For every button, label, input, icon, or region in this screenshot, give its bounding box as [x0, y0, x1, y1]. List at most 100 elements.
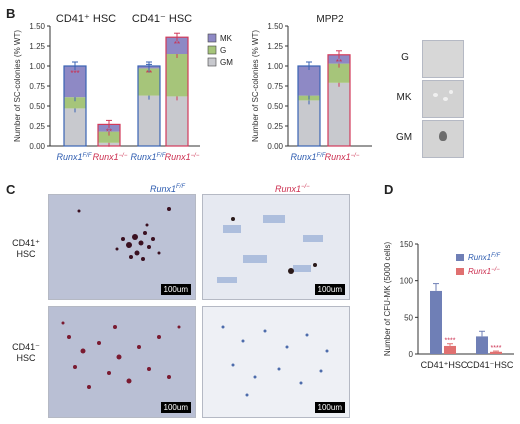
col-title-ff: Runx1F/F: [150, 184, 186, 194]
d-significance: ****: [445, 338, 456, 345]
b-right-y-tick-label: 0.25: [267, 122, 283, 131]
b-left-x-label-ko: Runx1−/−: [165, 152, 200, 162]
micrograph-label-mk: MK: [396, 92, 412, 103]
b-right-title: MPP2: [316, 14, 344, 25]
b-right-significance: **: [336, 58, 342, 67]
d-legend-swatch: [456, 254, 464, 261]
chart-d: 0 50 100 150 Number of CFU-MK (5000 cells) **…: [383, 240, 514, 370]
b-left-bar-g: [138, 68, 160, 96]
d-significance: ****: [491, 345, 502, 352]
legend-swatch-mk: [207, 33, 217, 43]
b-left-bar-outline: [63, 65, 87, 147]
legend-swatch-gm: [207, 57, 217, 67]
b-left-significance: **: [106, 127, 112, 136]
b-right-y-tick-label: 0.00: [267, 142, 283, 151]
scale-bar: 100um: [160, 402, 191, 413]
b-left-y-label: Number of SC-colonies (% WT): [13, 30, 22, 142]
row-label-cd41-pos: CD41⁺ HSC: [12, 238, 40, 259]
micrograph-c-ko-cd41neg: 100um: [202, 306, 350, 418]
b-right-x-label-ko: Runx1−/−: [325, 152, 360, 162]
b-left-significance: **: [174, 40, 180, 49]
row-label-cd41-neg: CD41⁻ HSC: [12, 342, 40, 363]
b-right-y-tick-label: 1.50: [267, 22, 283, 31]
b-left-bar-g: [98, 131, 120, 143]
panel-label-c: C: [6, 182, 16, 197]
b-left-bar-gm: [166, 96, 188, 146]
b-right-bar-gm: [298, 100, 320, 146]
panel-label-d: D: [384, 182, 394, 197]
d-bar-ff: [476, 336, 488, 354]
legend-label-gm: GM: [220, 58, 233, 67]
b-right-bar-outline: [327, 54, 351, 147]
scale-bar: 100um: [160, 284, 191, 295]
gm-colony: [439, 131, 447, 141]
d-legend-label: Runx1−/−: [468, 267, 500, 276]
b-left-significance: ***: [70, 69, 79, 78]
group-title-cd41-neg: CD41⁻ HSC: [132, 13, 192, 25]
group-title-cd41-pos: CD41⁺ HSC: [56, 13, 116, 25]
b-left-bar-g: [64, 97, 86, 109]
b-right-bar-mk: [328, 54, 350, 64]
d-y-tick-label: 100: [400, 277, 414, 286]
d-bar-ko: [490, 351, 502, 354]
micrograph-c-ko-cd41pos: 100um: [202, 194, 350, 300]
d-y-tick-label: 150: [400, 240, 414, 249]
b-left-significance: **: [146, 69, 152, 78]
micrograph-c-ff-cd41neg: 100um: [48, 306, 196, 418]
legend-label-mk: MK: [220, 34, 233, 43]
b-right-x-label-ff: Runx1F/F: [290, 152, 325, 162]
micrograph-label-gm: GM: [395, 132, 413, 143]
d-x-label: CD41⁻HSC: [467, 360, 514, 370]
scale-bar: 100um: [314, 284, 345, 295]
b-right-y-tick-label: 1.25: [267, 42, 283, 51]
mk-cell: [443, 97, 448, 101]
legend-label-g: G: [220, 46, 226, 55]
panel-label-b: B: [6, 6, 16, 21]
b-left-bar-gm: [64, 108, 86, 146]
b-left-x-label-ff: Runx1F/F: [56, 152, 91, 162]
b-left-x-label-ff: Runx1F/F: [130, 152, 165, 162]
b-left-y-tick-label: 0.50: [29, 102, 45, 111]
micrograph-c-ff-cd41pos: 100um: [48, 194, 196, 300]
b-left-y-tick-label: 0.75: [29, 82, 45, 91]
b-left-bar-outline: [165, 36, 189, 147]
b-left-y-tick-label: 1.25: [29, 42, 45, 51]
mk-cell: [433, 93, 438, 97]
micrograph-label-g: G: [401, 52, 409, 63]
stain-dots: [61, 321, 181, 389]
d-y-tick-label: 50: [404, 313, 413, 322]
b-left-x-label-ko: Runx1−/−: [93, 152, 128, 162]
d-x-label: CD41⁺HSC: [421, 360, 468, 370]
d-y-tick-label: 0: [409, 350, 414, 359]
col-title-ko: Runx1−/−: [275, 184, 310, 194]
stain-dots: [221, 325, 329, 397]
chart-b: 0.000.250.500.751.001.251.50*********CD4…: [13, 13, 372, 162]
b-right-y-tick-label: 0.50: [267, 102, 283, 111]
b-left-bar-g: [166, 54, 188, 97]
b-left-y-tick-label: 0.25: [29, 122, 45, 131]
d-bar-ko: [444, 345, 456, 354]
b-right-y-label: Number of SC-colonies (% WT): [251, 30, 260, 142]
b-right-bar-outline: [297, 65, 321, 147]
mk-cell: [449, 90, 453, 94]
b-right-y-tick-label: 0.75: [267, 82, 283, 91]
d-legend-swatch: [456, 268, 464, 275]
d-bar-ff: [430, 290, 442, 354]
micrograph-g: [422, 40, 464, 78]
b-left-bar-outline: [97, 123, 121, 147]
stain-dots: [217, 215, 323, 283]
b-left-bar-gm: [138, 95, 160, 146]
b-left-y-tick-label: 0.00: [29, 142, 45, 151]
d-legend-label: Runx1F/F: [468, 253, 500, 262]
micrograph-gm: [422, 120, 464, 158]
b-left-y-tick-label: 1.00: [29, 62, 45, 71]
b-right-bar-gm: [328, 82, 350, 146]
b-left-bar-outline: [137, 65, 161, 147]
d-y-label: Number of CFU-MK (5000 cells): [383, 242, 392, 357]
b-right-bar-mk: [298, 66, 320, 96]
stain-dots: [77, 207, 171, 261]
micrograph-mk: [422, 80, 464, 118]
b-left-bar-mk: [166, 37, 188, 54]
scale-bar: 100um: [314, 402, 345, 413]
